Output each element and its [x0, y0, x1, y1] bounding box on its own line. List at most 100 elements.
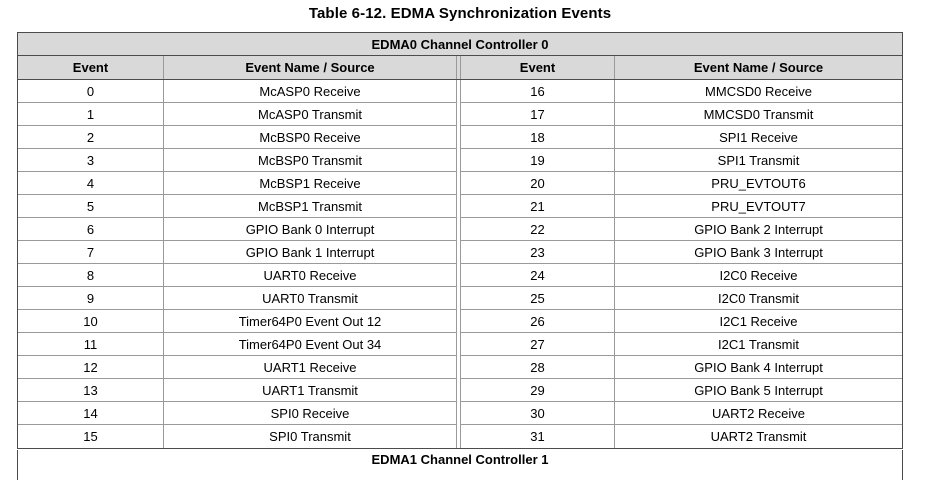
event-number-left: 8	[18, 264, 164, 287]
event-name-right: GPIO Bank 5 Interrupt	[615, 379, 902, 402]
table-row: 1 McASP0 Transmit 17 MMCSD0 Transmit	[18, 103, 902, 126]
event-number-left: 14	[18, 402, 164, 425]
table-row: 9 UART0 Transmit 25 I2C0 Transmit	[18, 287, 902, 310]
event-number-left: 12	[18, 356, 164, 379]
event-number-left: 0	[18, 80, 164, 103]
table-spacer-column	[456, 103, 461, 126]
event-number-right: 27	[461, 333, 615, 356]
event-name-right: UART2 Transmit	[710, 429, 807, 444]
event-number-right: 24	[461, 264, 615, 287]
event-name-left: Timer64P0 Event Out 34	[164, 333, 456, 356]
table-row: 3 McBSP0 Transmit 19 SPI1 Transmit	[18, 149, 902, 172]
column-header-row: Event Event Name / Source Event Event Na…	[18, 56, 902, 80]
table-body: 0 McASP0 Receive 16 MMCSD0 Receive 1 McA…	[18, 80, 902, 448]
event-name-left: SPI0 Receive	[164, 402, 456, 425]
event-number-right: 29	[461, 379, 615, 402]
event-name-left: GPIO Bank 1 Interrupt	[164, 241, 456, 264]
table-spacer-column	[456, 425, 461, 448]
event-name-left: McBSP1 Receive	[164, 172, 456, 195]
event-number-left: 13	[18, 379, 164, 402]
table-row: 2 McBSP0 Receive 18 SPI1 Receive	[18, 126, 902, 149]
event-number-right: 21	[461, 195, 615, 218]
event-name-right: I2C1 Transmit	[615, 333, 902, 356]
event-number-right: 26	[461, 310, 615, 333]
table-spacer-column	[456, 195, 461, 218]
event-name-right: SPI1 Receive	[615, 126, 902, 149]
table-spacer-column	[456, 402, 461, 425]
table-spacer-column	[456, 356, 461, 379]
table-row: 0 McASP0 Receive 16 MMCSD0 Receive	[18, 80, 902, 103]
next-table-group-header: EDMA1 Channel Controller 1	[17, 450, 903, 480]
event-name-left: SPI0 Transmit	[269, 429, 351, 444]
event-name-right: GPIO Bank 4 Interrupt	[615, 356, 902, 379]
event-number-right: 31	[461, 425, 615, 448]
table-row: 12 UART1 Receive 28 GPIO Bank 4 Interrup…	[18, 356, 902, 379]
event-number-left: 3	[18, 149, 164, 172]
event-number-left: 7	[18, 241, 164, 264]
event-name-right: MMCSD0 Receive	[615, 80, 902, 103]
table-spacer-column	[456, 172, 461, 195]
table-title: Table 6-12. EDMA Synchronization Events	[308, 5, 612, 22]
event-number-right: 22	[461, 218, 615, 241]
event-number-left: 6	[18, 218, 164, 241]
event-number-left: 10	[18, 310, 164, 333]
event-name-right: I2C1 Receive	[615, 310, 902, 333]
event-name-right: PRU_EVTOUT6	[615, 172, 902, 195]
event-name-right: SPI1 Transmit	[615, 149, 902, 172]
event-number-right: 18	[461, 126, 615, 149]
event-number-left: 4	[18, 172, 164, 195]
edma0-events-table: EDMA0 Channel Controller 0 Event Event N…	[17, 32, 903, 449]
table-spacer-column	[456, 218, 461, 241]
table-spacer-column	[456, 264, 461, 287]
table-spacer-column	[456, 126, 461, 149]
event-number-left: 11	[18, 333, 164, 356]
event-name-right: PRU_EVTOUT7	[615, 195, 902, 218]
column-header-name-left: Event Name / Source	[164, 56, 456, 79]
table-row: 4 McBSP1 Receive 20 PRU_EVTOUT6	[18, 172, 902, 195]
table-spacer-column	[456, 287, 461, 310]
table-row: 5 McBSP1 Transmit 21 PRU_EVTOUT7	[18, 195, 902, 218]
event-name-left: UART1 Transmit	[164, 379, 456, 402]
event-name-left: UART1 Receive	[164, 356, 456, 379]
event-number-right: 16	[461, 80, 615, 103]
event-name-left: McBSP1 Transmit	[164, 195, 456, 218]
table-spacer-column	[456, 379, 461, 402]
table-spacer-column	[456, 310, 461, 333]
event-name-left: UART0 Receive	[164, 264, 456, 287]
event-name-left: Timer64P0 Event Out 12	[164, 310, 456, 333]
event-number-left: 15	[18, 425, 164, 448]
event-name-left: GPIO Bank 0 Interrupt	[164, 218, 456, 241]
event-number-right: 20	[461, 172, 615, 195]
event-name-right: GPIO Bank 2 Interrupt	[615, 218, 902, 241]
table-row: 15 SPI0 Transmit 31 UART2 Transmit	[18, 425, 902, 448]
event-name-right: I2C0 Receive	[615, 264, 902, 287]
event-number-left: 1	[18, 103, 164, 126]
table-row: 11 Timer64P0 Event Out 34 27 I2C1 Transm…	[18, 333, 902, 356]
event-name-left: UART0 Transmit	[164, 287, 456, 310]
event-name-right: MMCSD0 Transmit	[615, 103, 902, 126]
event-number-right: 19	[461, 149, 615, 172]
event-name-left: McBSP0 Transmit	[164, 149, 456, 172]
column-header-event-right: Event	[461, 56, 615, 79]
event-name-left: McASP0 Receive	[164, 80, 456, 103]
table-row: 6 GPIO Bank 0 Interrupt 22 GPIO Bank 2 I…	[18, 218, 902, 241]
event-number-right: 25	[461, 287, 615, 310]
table-spacer-column	[456, 80, 461, 103]
table-spacer-column	[456, 333, 461, 356]
event-number-left: 5	[18, 195, 164, 218]
event-name-left: McBSP0 Receive	[164, 126, 456, 149]
table-row: 7 GPIO Bank 1 Interrupt 23 GPIO Bank 3 I…	[18, 241, 902, 264]
event-name-left: McASP0 Transmit	[164, 103, 456, 126]
table-spacer-column	[456, 56, 461, 79]
event-number-right: 28	[461, 356, 615, 379]
table-spacer-column	[456, 149, 461, 172]
table-row: 13 UART1 Transmit 29 GPIO Bank 5 Interru…	[18, 379, 902, 402]
column-header-name-right: Event Name / Source	[615, 56, 902, 79]
event-name-right: GPIO Bank 3 Interrupt	[615, 241, 902, 264]
table-row: 14 SPI0 Receive 30 UART2 Receive	[18, 402, 902, 425]
event-number-right: 23	[461, 241, 615, 264]
event-name-right: I2C0 Transmit	[615, 287, 902, 310]
table-group-header: EDMA0 Channel Controller 0	[18, 33, 902, 56]
table-row: 10 Timer64P0 Event Out 12 26 I2C1 Receiv…	[18, 310, 902, 333]
table-row: 8 UART0 Receive 24 I2C0 Receive	[18, 264, 902, 287]
